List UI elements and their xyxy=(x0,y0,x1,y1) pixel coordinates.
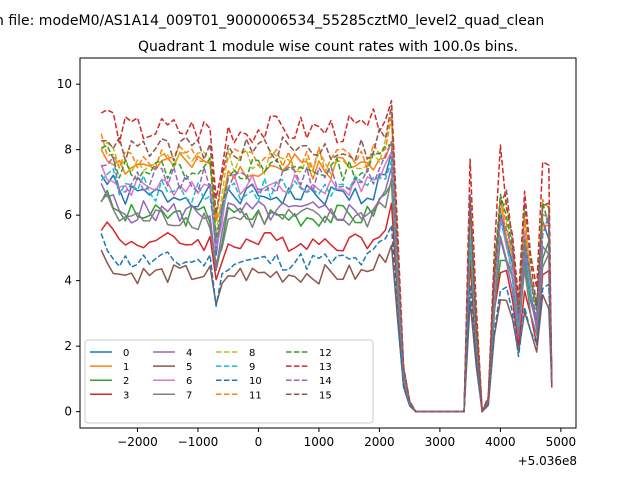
legend-label-6: 6 xyxy=(186,376,192,387)
legend-label-9: 9 xyxy=(249,362,255,373)
legend-label-3: 3 xyxy=(123,390,129,401)
series-line-15 xyxy=(101,104,553,413)
chart-title: Quadrant 1 module wise count rates with … xyxy=(138,39,518,55)
y-tick-label: 4 xyxy=(64,274,72,288)
x-axis: −2000 −1000 0 1000 2000 3000 4000 5000 xyxy=(117,428,576,449)
legend-label-14: 14 xyxy=(319,376,332,387)
legend-label-2: 2 xyxy=(123,376,129,387)
figure-suptitle: n file: modeM0/AS1A14_009T01_9000006534_… xyxy=(0,13,544,29)
legend-label-4: 4 xyxy=(186,348,192,359)
series-line-9 xyxy=(100,159,553,413)
legend-label-10: 10 xyxy=(249,376,262,387)
x-tick-label: −2000 xyxy=(117,435,158,449)
legend-label-12: 12 xyxy=(319,348,332,359)
x-tick-label: 3000 xyxy=(425,435,456,449)
x-tick-label: 5000 xyxy=(546,435,577,449)
axes-frame xyxy=(79,57,577,429)
y-tick-label: 10 xyxy=(57,77,72,91)
y-axis: 0 2 4 6 8 10 xyxy=(57,77,80,419)
legend-box xyxy=(84,339,374,424)
legend-label-5: 5 xyxy=(186,362,192,373)
series-line-8 xyxy=(100,114,553,413)
series-line-10 xyxy=(100,224,553,413)
x-tick-label: −1000 xyxy=(178,435,219,449)
y-tick-label: 8 xyxy=(64,143,72,157)
x-tick-label: 1000 xyxy=(304,435,335,449)
legend-label-13: 13 xyxy=(319,362,332,373)
legend-label-0: 0 xyxy=(123,348,129,359)
legend-label-15: 15 xyxy=(319,390,332,401)
x-tick-label: 2000 xyxy=(364,435,395,449)
x-tick-label: 0 xyxy=(255,435,263,449)
x-tick-label: 4000 xyxy=(485,435,516,449)
legend-label-11: 11 xyxy=(249,390,262,401)
legend-label-7: 7 xyxy=(186,390,192,401)
legend-label-8: 8 xyxy=(249,348,255,359)
series-line-13 xyxy=(100,99,553,413)
x-axis-offset-label: +5.036e8 xyxy=(518,454,577,468)
legend-label-1: 1 xyxy=(123,362,129,373)
y-tick-label: 2 xyxy=(64,339,72,353)
y-tick-label: 0 xyxy=(64,405,72,419)
y-tick-label: 6 xyxy=(64,208,72,222)
series-layer xyxy=(100,99,553,413)
